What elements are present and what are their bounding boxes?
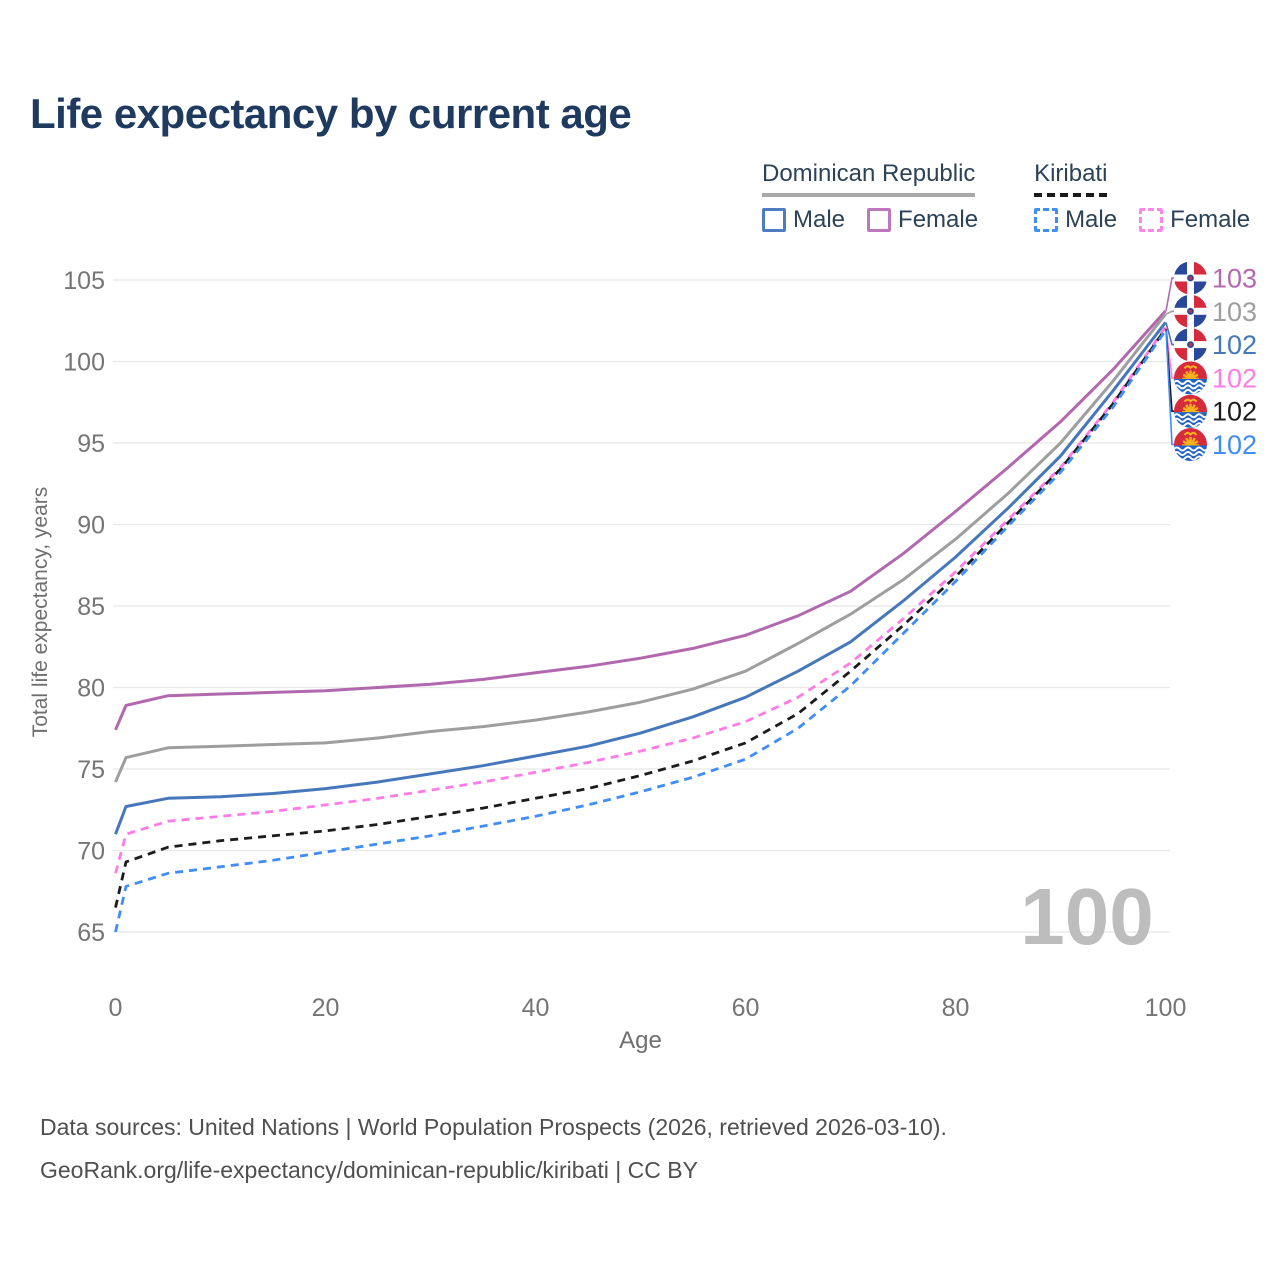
flag-icon-kiribati <box>1174 428 1207 461</box>
do-flag-emblem-center <box>1188 342 1193 347</box>
footer: Data sources: United Nations | World Pop… <box>40 1106 947 1192</box>
series-line-kiribati-female <box>114 326 1167 874</box>
do-flag-q2 <box>1194 261 1207 275</box>
flag-kiribati <box>1174 428 1207 461</box>
do-flag-q3 <box>1174 281 1187 295</box>
legend-item-dr-female[interactable]: Female <box>867 206 978 234</box>
do-flag-q4 <box>1194 348 1207 362</box>
y-tick-label-65: 65 <box>77 919 105 947</box>
ki-flag-wave-0 <box>1174 413 1207 419</box>
legend-item-ki-male[interactable]: Male <box>1034 206 1117 234</box>
series-line-kiribati-total <box>114 328 1167 908</box>
end-value-label-1: 103 <box>1212 297 1257 327</box>
dr-female-swatch-icon <box>867 208 892 232</box>
end-connector-0 <box>1165 277 1176 312</box>
x-tick-label-40: 40 <box>522 994 550 1022</box>
do-flag-q1 <box>1174 261 1187 275</box>
flag-dominican-republic <box>1174 261 1207 295</box>
end-value-label-4: 102 <box>1212 397 1257 427</box>
y-tick-label-70: 70 <box>77 838 105 866</box>
ki-flag-bird <box>1183 431 1198 437</box>
x-axis-label: Age <box>619 1027 662 1054</box>
legend-item-dr-male[interactable]: Male <box>762 206 845 234</box>
flag-dominican-republic <box>1174 294 1207 328</box>
y-tick-label-85: 85 <box>77 593 105 621</box>
legend-country-dominican-republic[interactable]: Dominican Republic <box>762 160 976 197</box>
ki-flag-bird <box>1183 365 1198 370</box>
ki-flag-sky <box>1174 428 1207 446</box>
do-flag-emblem-center <box>1188 276 1193 280</box>
ki-flag-wave-1 <box>1174 417 1207 423</box>
legend-label-ki-female: Female <box>1170 206 1251 233</box>
legend-group-dominican-republic: Dominican Republic Male Female <box>762 160 978 234</box>
ki-flag-wave-1 <box>1174 384 1207 390</box>
flag-kiribati <box>1174 361 1207 395</box>
do-flag-q4 <box>1194 314 1207 328</box>
flag-kiribati <box>1174 394 1207 428</box>
end-value-label-3: 102 <box>1212 363 1257 393</box>
x-tick-label-0: 0 <box>109 994 123 1022</box>
y-tick-label-75: 75 <box>77 756 105 784</box>
ki-flag-wave-0 <box>1174 446 1207 452</box>
flag-icon-dominican-republic <box>1174 261 1207 295</box>
x-tick-label-100: 100 <box>1145 994 1187 1022</box>
footer-attribution: GeoRank.org/life-expectancy/dominican-re… <box>40 1157 698 1183</box>
ki-flag-wave-1 <box>1174 451 1207 456</box>
footer-data-sources: Data sources: United Nations | World Pop… <box>40 1114 947 1140</box>
x-tick-label-20: 20 <box>312 994 340 1022</box>
x-tick-label-60: 60 <box>732 994 760 1022</box>
flag-icon-kiribati <box>1174 394 1207 428</box>
dr-male-swatch-icon <box>762 208 786 232</box>
flag-icon-kiribati <box>1174 361 1207 395</box>
ki-flag-bird <box>1183 398 1198 403</box>
ki-flag-wave-0 <box>1174 379 1207 385</box>
end-value-label-0: 103 <box>1212 264 1257 294</box>
do-flag-q3 <box>1174 348 1187 362</box>
legend-label-dr-male: Male <box>793 206 846 233</box>
do-flag-q1 <box>1174 328 1187 342</box>
do-flag-q2 <box>1194 294 1207 308</box>
ki-male-swatch-icon <box>1034 208 1059 232</box>
do-flag-q2 <box>1194 328 1207 342</box>
y-tick-label-100: 100 <box>63 349 105 377</box>
ki-flag-wave-2 <box>1174 388 1207 394</box>
series-line-dominican-republic-male <box>114 321 1167 835</box>
ki-flag-sky <box>1174 394 1207 413</box>
end-value-label-2: 102 <box>1212 330 1257 360</box>
ki-female-swatch-icon <box>1139 208 1164 232</box>
y-tick-label-105: 105 <box>63 267 105 295</box>
do-flag-q4 <box>1194 281 1207 295</box>
do-flag-q1 <box>1174 294 1187 308</box>
y-tick-label-95: 95 <box>77 430 105 458</box>
ki-flag-wave-2 <box>1174 455 1207 461</box>
age-watermark: 100 <box>1020 872 1153 961</box>
flag-icon-dominican-republic <box>1174 328 1207 362</box>
legend-label-dr-female: Female <box>898 206 979 233</box>
series-line-dominican-republic-female <box>114 309 1167 731</box>
ki-flag-sky <box>1174 361 1207 379</box>
legend-country-kiribati[interactable]: Kiribati <box>1034 160 1108 197</box>
legend-items-dominican-republic: Male Female <box>762 206 978 234</box>
flag-dominican-republic <box>1174 328 1207 362</box>
legend-item-ki-female[interactable]: Female <box>1139 206 1250 234</box>
do-flag-emblem-center <box>1188 309 1193 313</box>
series-line-dominican-republic-total <box>114 313 1167 783</box>
end-value-label-5: 102 <box>1212 430 1257 460</box>
do-flag-q3 <box>1174 314 1187 328</box>
series-line-kiribati-male <box>114 329 1167 933</box>
y-axis-label: Total life expectancy, years <box>29 487 52 738</box>
legend-items-kiribati: Male Female <box>1034 206 1250 234</box>
page-title: Life expectancy by current age <box>30 90 632 137</box>
ki-flag-wave-2 <box>1174 422 1207 428</box>
legend-group-kiribati: Kiribati Male Female <box>1034 160 1250 234</box>
legend-label-ki-male: Male <box>1065 206 1118 233</box>
x-tick-label-80: 80 <box>942 994 970 1022</box>
flag-icon-dominican-republic <box>1174 294 1207 328</box>
y-tick-label-80: 80 <box>77 675 105 703</box>
y-tick-label-90: 90 <box>77 512 105 540</box>
legend: Dominican Republic Male Female Kiribati … <box>762 160 1250 234</box>
